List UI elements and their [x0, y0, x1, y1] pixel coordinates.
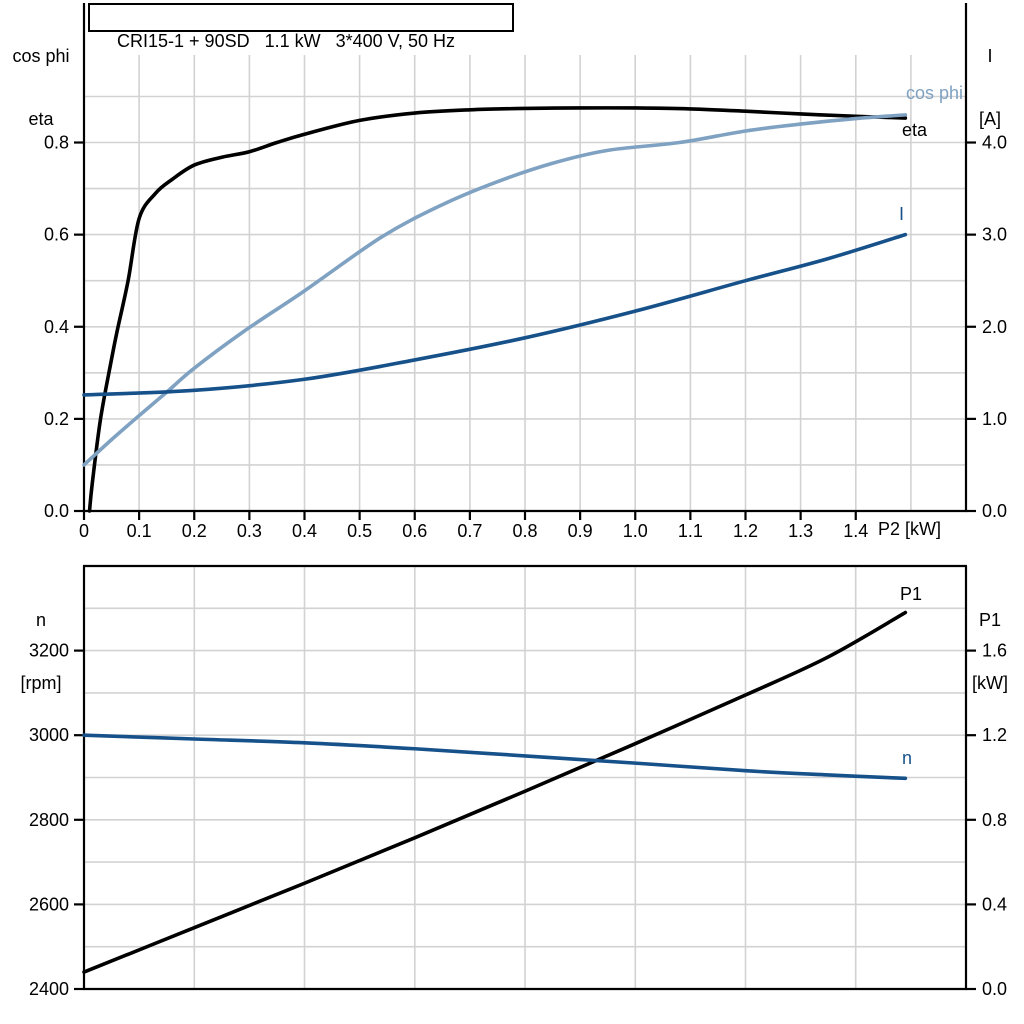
y-left-tick-label: 0.8	[44, 133, 69, 153]
x-tick-label: 0.7	[457, 521, 482, 541]
x-tick-label: 0.3	[237, 521, 262, 541]
y-right-tick-label: 1.2	[982, 725, 1007, 745]
y-right-tick-label: 3.0	[982, 225, 1007, 245]
bottom-right-axis-title: P1 [kW]	[958, 568, 1022, 736]
y-left-tick-label: 2400	[29, 979, 69, 999]
y-left-tick-label: 0.0	[44, 501, 69, 521]
eta-curve-label: eta	[902, 120, 928, 140]
x-tick-label: 1.2	[733, 521, 758, 541]
curve-n	[82, 733, 908, 781]
speed-curve-label: n	[902, 748, 913, 768]
x-tick-label: 1.3	[788, 521, 813, 541]
x-tick-label: 1.0	[623, 521, 648, 541]
curve-i	[82, 232, 908, 397]
y-right-tick-label: 0.4	[982, 894, 1007, 914]
bottom-left-axis-title: n [rpm]	[1, 568, 81, 736]
y-left-tick-label: 3000	[29, 725, 69, 745]
x-tick-label: 0.8	[512, 521, 537, 541]
axis-title-line: I	[987, 46, 993, 66]
x-tick-label: 1.4	[843, 521, 868, 541]
top-left-axis-title: cos phi eta	[1, 4, 81, 172]
chart-title-box: CRI15-1 + 90SD 1.1 kW 3*400 V, 50 Hz	[88, 3, 514, 51]
x-tick-label: 0.6	[402, 521, 427, 541]
y-left-tick-label: 0.4	[44, 317, 69, 337]
y-right-tick-label: 2.0	[982, 317, 1007, 337]
y-right-tick-label: 0.0	[982, 501, 1007, 521]
y-left-tick-label: 2600	[29, 894, 69, 914]
axis-title-line: [kW]	[972, 673, 1008, 693]
y-right-tick-label: 0.0	[982, 979, 1007, 999]
axis-title-line: eta	[28, 109, 54, 129]
cos-phi-curve-label: cos phi	[905, 83, 963, 103]
axis-title-line: P1	[978, 610, 1002, 630]
axis-title-line: n	[35, 610, 46, 630]
x-tick-label: 1.1	[678, 521, 703, 541]
y-left-tick-label: 0.2	[44, 409, 69, 429]
y-left-tick-label: 0.6	[44, 225, 69, 245]
x-tick-label: 0.5	[347, 521, 372, 541]
y-left-tick-label: 2800	[29, 810, 69, 830]
curve-cos-phi	[82, 113, 908, 467]
x-tick-label: 0.2	[182, 521, 207, 541]
axis-title-line: cos phi	[12, 46, 70, 66]
y-right-tick-label: 0.8	[982, 810, 1007, 830]
y-right-tick-label: 4.0	[982, 133, 1007, 153]
x-tick-label: 0	[79, 521, 89, 541]
y-right-tick-label: 1.0	[982, 409, 1007, 429]
curve-p1	[82, 610, 908, 974]
x-tick-label: 0.9	[568, 521, 593, 541]
current-curve-label: I	[899, 204, 905, 224]
top-right-axis-title: I [A]	[958, 4, 1022, 172]
axis-title-line: [A]	[978, 109, 1001, 129]
y-left-tick-label: 3200	[29, 641, 69, 661]
axis-title-line: [rpm]	[20, 673, 62, 693]
y-right-tick-label: 1.6	[982, 641, 1007, 661]
p1-curve-label: P1	[900, 584, 923, 604]
x-tick-label: 0.4	[292, 521, 317, 541]
chart-title: CRI15-1 + 90SD 1.1 kW 3*400 V, 50 Hz	[117, 31, 456, 51]
x-axis-title: P2 [kW]	[878, 519, 942, 539]
x-tick-label: 0.1	[127, 521, 152, 541]
curve-eta	[87, 106, 908, 513]
